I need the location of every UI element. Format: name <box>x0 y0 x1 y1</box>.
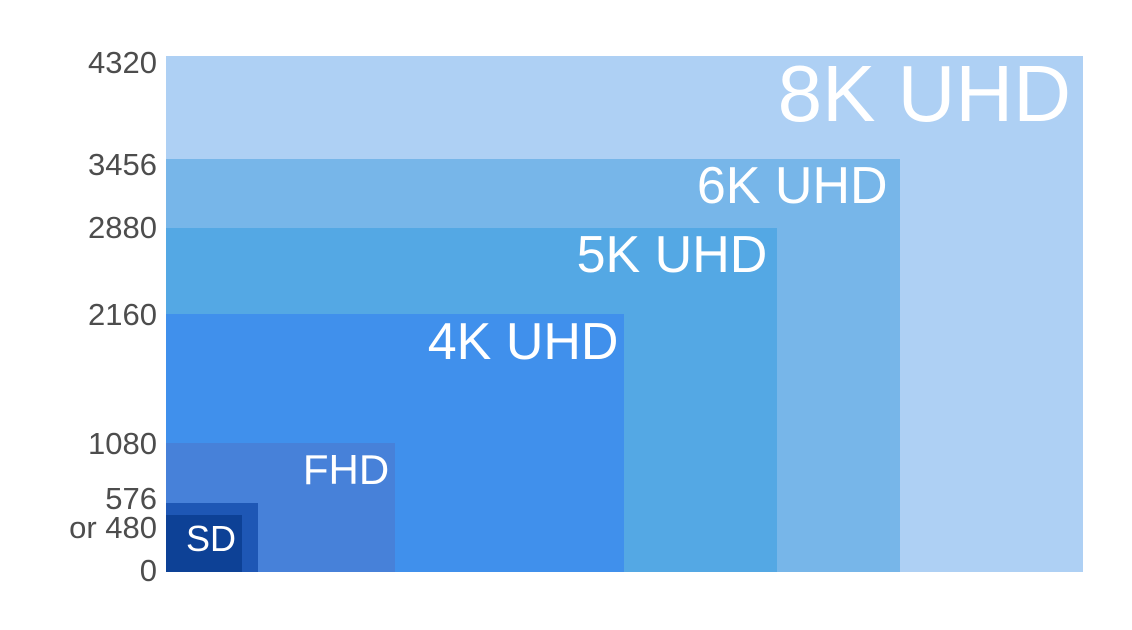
axis-tick-4320: 4320 <box>88 45 157 81</box>
label-4k-uhd: 4K UHD <box>427 313 619 372</box>
axis-tick-or-480: or 480 <box>69 509 157 545</box>
axis-tick-2160: 2160 <box>88 297 157 333</box>
label-6k-uhd: 6K UHD <box>696 157 888 216</box>
axis-tick-576: 576 <box>105 481 157 517</box>
label-sd-ntsc: SD <box>186 517 237 559</box>
axis-tick-3456: 3456 <box>88 147 157 183</box>
axis-tick-2880: 2880 <box>88 210 157 246</box>
y-axis: 4320 3456 2880 2160 1080 576 or 480 0 <box>0 0 157 630</box>
axis-tick-0: 0 <box>139 553 157 588</box>
label-fhd: FHD <box>302 446 390 494</box>
label-5k-uhd: 5K UHD <box>576 226 768 285</box>
rect-4k-uhd: 4K UHD <box>166 313 625 572</box>
axis-tick-1080: 1080 <box>88 426 157 462</box>
label-8k-uhd: 8K UHD <box>777 49 1071 139</box>
rect-sd-ntsc: SD <box>166 514 243 572</box>
